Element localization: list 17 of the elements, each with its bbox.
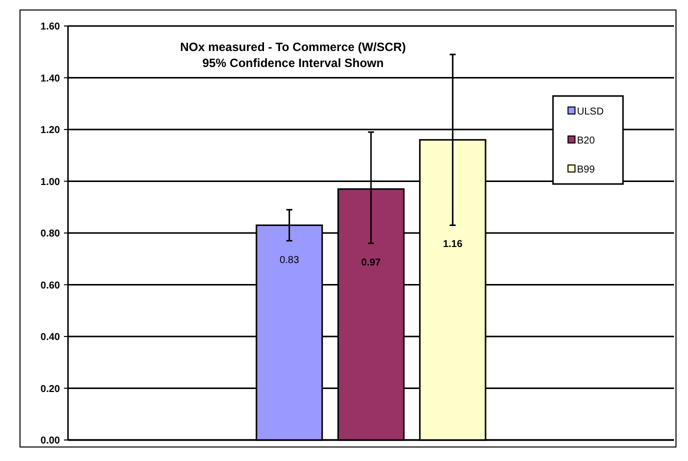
y-tick-label: 1.40 xyxy=(40,73,60,84)
data-label: 0.83 xyxy=(280,254,300,266)
y-tick-label: 0.20 xyxy=(40,384,60,395)
legend-label: ULSD xyxy=(577,106,604,118)
y-tick-label: 0.60 xyxy=(40,280,60,292)
y-tick-label: 1.60 xyxy=(40,22,60,32)
data-label: 0.97 xyxy=(361,257,382,268)
y-tick-label: 1.00 xyxy=(40,176,60,188)
y-tick-label: 0.40 xyxy=(40,332,60,343)
y-tick-label: 1.20 xyxy=(40,125,60,136)
y-tick-label: 0.80 xyxy=(40,228,60,240)
y-tick-label: 0.00 xyxy=(40,436,60,446)
text: 95% Confidence Interval Shown xyxy=(202,56,384,70)
data-label: 1.16 xyxy=(442,239,463,250)
legend-label: B20 xyxy=(577,136,596,146)
text: NOx measured - To Commerce (W/SCR) xyxy=(180,40,406,54)
legend-label: B99 xyxy=(577,164,596,176)
